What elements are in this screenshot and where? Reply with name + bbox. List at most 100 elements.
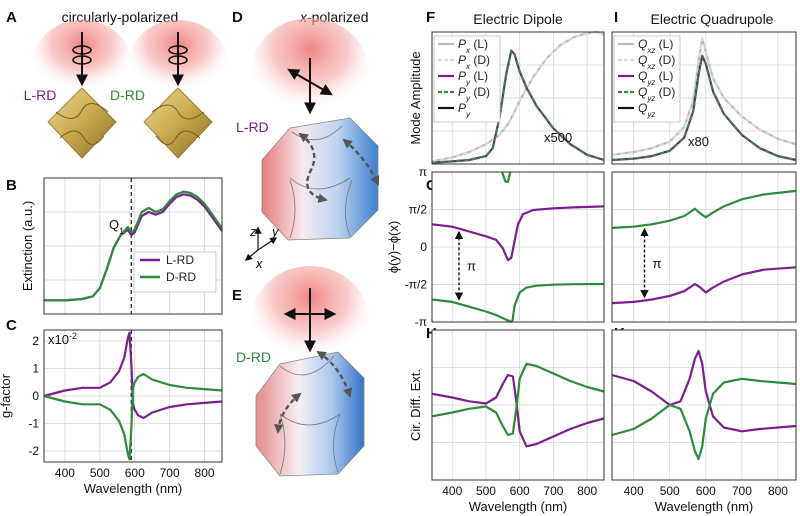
series-line-g-0 (431, 205, 605, 262)
x-tick-label-c-1: 500 (90, 466, 110, 480)
legend-label-f-3: Py (D) (458, 85, 490, 103)
panel-d-title-x: x (299, 9, 308, 25)
series-line-j-0 (611, 266, 797, 305)
gold-nanoparticle-right (143, 87, 213, 159)
multiplier-f: x500 (544, 130, 572, 145)
legend-label-i-1: Qxz (D) (638, 53, 675, 71)
chart-panel-j: π (611, 171, 797, 323)
lrd-label-d: L-RD (236, 119, 269, 135)
y-axis-label-g: ϕ(y)−ϕ(x) (386, 221, 401, 273)
x-axis-label-c: Wavelength (nm) (84, 481, 183, 496)
legend-label-f-1: Px (D) (458, 53, 490, 71)
axis-x-label: x (255, 256, 263, 271)
panel-label-b: B (6, 177, 17, 194)
drd-label-a: D-RD (110, 87, 145, 103)
x-tick-label-h-0: 400 (442, 484, 462, 498)
plot-frame-f (431, 31, 605, 165)
y-tick-label-g-2: 0 (420, 240, 427, 254)
panel-label-d: D (232, 9, 243, 26)
annotation-q1-sub: 1 (119, 226, 124, 236)
y-tick-label-g-3: π/2 (409, 203, 428, 217)
linear-polarization-arrow-e-icon (283, 288, 337, 353)
x-tick-label-k-3: 700 (732, 484, 752, 498)
linear-polarization-arrow-d-icon (287, 58, 333, 115)
legend-label-sub-i-3: yz (646, 94, 655, 103)
legend-label-rest-i-3: (D) (655, 85, 675, 99)
y-tick-label-c-0: -2 (28, 444, 39, 458)
legend-label-sub-f-3: y (465, 94, 471, 103)
drd-label-e: D-RD (236, 349, 271, 365)
nanocube-field-map-e (255, 350, 365, 477)
y-tick-label-g-0: -π (415, 315, 427, 329)
y-tick-label-c-2: 0 (32, 389, 39, 403)
legend-label-f-2: Py (L) (458, 69, 488, 87)
legend-label-main-i-4: Q (638, 101, 647, 115)
panel-label-i: I (614, 9, 618, 26)
x-tick-label-k-2: 600 (696, 484, 716, 498)
panel-label-a: A (6, 9, 17, 26)
legend-label-main-f-0: P (458, 37, 466, 51)
chart-panel-g: -π -π/2 0 π/2 π ϕ(y)−ϕ(x) π (386, 165, 605, 329)
nanocube-field-map-d (261, 117, 380, 241)
series-line-i-1 (611, 37, 797, 156)
chart-panel-c: 400 500 600 700 800 Wavelength (nm) -2 -1 0 1 2 g-f… (0, 329, 223, 496)
panel-label-h: H (426, 325, 437, 342)
chart-panel-h: 400 500 600 700 800 Wavelength (nm) Cir. Diff.… (408, 329, 605, 514)
series-line-c-0 (43, 331, 223, 420)
series-line-f-3 (431, 49, 605, 164)
series-line-f-1 (431, 30, 605, 163)
legend-label-rest-f-3: (D) (470, 85, 490, 99)
legend-label-rest-i-2: (L) (655, 69, 673, 83)
multiplier-i: x80 (688, 134, 709, 149)
legend-label-main-f-1: P (458, 53, 466, 67)
plot-frame-c (43, 329, 223, 463)
legend-label-f-0: Px (L) (458, 37, 488, 55)
panel-label-c: C (6, 317, 17, 334)
plot-frame-b (43, 177, 223, 315)
plot-frame-h (431, 329, 605, 481)
y-tick-label-c-1: -1 (28, 417, 39, 431)
legend-label-main-f-4: P (458, 101, 466, 115)
y-tick-label-c-3: 1 (32, 362, 39, 376)
y-tick-label-c-4: 2 (32, 334, 39, 348)
legend-label-main-i-2: Q (638, 69, 647, 83)
series-line-h-0 (431, 373, 605, 448)
panel-d-illustration: x-polarized L-RD z y x (236, 9, 380, 271)
series-line-g-3 (501, 171, 512, 184)
x-tick-label-c-3: 700 (160, 466, 180, 480)
y-tick-label-g-1: -π/2 (405, 278, 428, 292)
legend-label-sub-i-4: yz (646, 110, 655, 119)
legend-label-main-i-3: Q (638, 85, 647, 99)
panel-a-illustration: circularly-polarized L-RD D-RD (24, 9, 226, 159)
lrd-label-a: L-RD (24, 87, 57, 103)
legend-label-b-0: L-RD (166, 253, 194, 267)
axis-y-label: y (271, 224, 280, 239)
annotation-q1: Q1 (109, 217, 124, 236)
legend-label-sub-f-0: x (465, 46, 471, 55)
legend-label-i-3: Qyz (D) (638, 85, 675, 103)
x-tick-label-k-4: 800 (768, 484, 788, 498)
legend-label-sub-f-4: y (465, 110, 471, 119)
annotation-q1-main: Q (109, 217, 119, 232)
series-line-b-1 (44, 190, 223, 302)
circular-polarization-arrow-right-icon (168, 32, 188, 87)
chart-panel-b: Extinction (a.u.) Q1 L-RD D-RD (20, 177, 223, 315)
phase-difference-label-j: π (652, 256, 661, 271)
legend-label-sub-f-2: y (465, 78, 471, 87)
series-line-i-3 (611, 54, 797, 162)
chart-title-f: Electric Dipole (473, 11, 563, 27)
x-tick-label-k-0: 400 (624, 484, 644, 498)
legend-label-main-i-1: Q (638, 53, 647, 67)
y-axis-label-b: Extinction (a.u.) (20, 201, 35, 291)
legend-box-b (133, 251, 217, 293)
legend-label-main-i-0: Q (638, 37, 647, 51)
series-line-g-1 (431, 298, 513, 324)
plot-frame-k (611, 329, 797, 481)
x-tick-label-k-1: 500 (660, 484, 680, 498)
plot-frame-g (431, 171, 605, 323)
x-tick-label-h-2: 600 (510, 484, 530, 498)
legend-label-main-f-2: P (458, 69, 466, 83)
y-axis-label-h: Cir. Diff. Ext. (408, 369, 423, 441)
phase-difference-label-g: π (467, 259, 476, 274)
